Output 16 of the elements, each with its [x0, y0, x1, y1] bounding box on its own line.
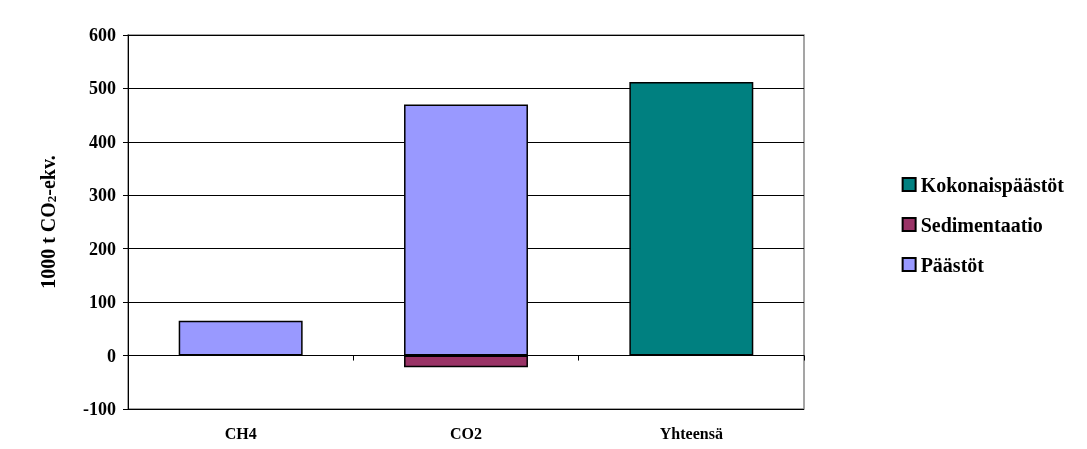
- y-tick-label: 200: [89, 238, 116, 259]
- x-tick-label: CH4: [224, 424, 257, 442]
- y-tick-label: 500: [89, 78, 116, 99]
- legend-label: Päästöt: [920, 253, 985, 276]
- legend-label: Kokonaispäästöt: [920, 173, 1065, 197]
- y-tick-label: 400: [89, 131, 116, 152]
- bar: [178, 320, 303, 356]
- y-tick-label: 0: [107, 345, 116, 366]
- y-tick-label: 600: [89, 25, 116, 45]
- legend-label: Sedimentaatio: [920, 213, 1043, 236]
- y-tick-label: -100: [83, 399, 116, 419]
- x-tick-label: CO2: [450, 424, 482, 442]
- y-tick-label: 100: [89, 292, 116, 313]
- y-tick-label: 300: [89, 185, 116, 206]
- x-tick-label: Yhteensä: [659, 424, 723, 442]
- y-axis-title: 1000 t CO2-ekv.: [36, 155, 59, 289]
